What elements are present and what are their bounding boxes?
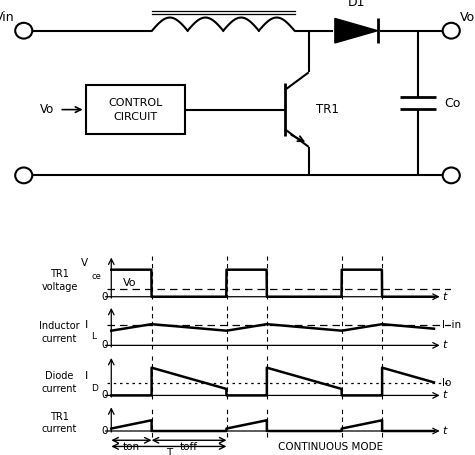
Text: 0: 0 [101,426,108,436]
Text: Vin: Vin [0,11,15,24]
Text: Io: Io [442,378,451,388]
Text: I  in: I in [442,320,461,330]
Text: CONTINUOUS MODE: CONTINUOUS MODE [278,442,383,452]
Text: TR1: TR1 [316,103,339,116]
Text: t: t [442,390,446,400]
Polygon shape [335,18,378,43]
Text: TR1
voltage: TR1 voltage [41,269,77,292]
Text: toff: toff [180,442,198,452]
Text: D1: D1 [348,0,365,9]
Text: t: t [442,292,446,302]
FancyBboxPatch shape [86,86,185,134]
Text: ce: ce [92,273,102,281]
Text: 0: 0 [101,340,108,350]
Text: Inductor
current: Inductor current [39,321,80,344]
Text: TR1
current: TR1 current [42,412,77,434]
Text: t: t [442,340,446,350]
Text: Co: Co [444,96,460,110]
Text: Diode
current: Diode current [42,371,77,394]
Text: L1: L1 [216,0,231,3]
Text: CONTROL
CIRCUIT: CONTROL CIRCUIT [108,98,162,121]
Text: t: t [442,426,446,436]
Text: I: I [85,320,88,330]
Text: V: V [81,258,88,268]
Text: 0: 0 [101,390,108,400]
Text: 0: 0 [101,292,108,302]
Text: Vo: Vo [460,11,475,24]
Text: ton: ton [123,442,140,452]
Text: Vo: Vo [40,103,55,116]
Text: L: L [91,332,96,341]
Text: D: D [91,384,98,393]
Text: I: I [85,371,88,381]
Text: Vo: Vo [123,278,136,288]
Text: T: T [166,448,172,455]
